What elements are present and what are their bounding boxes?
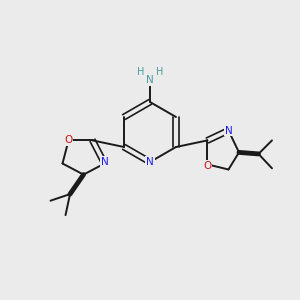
Text: N: N (225, 125, 232, 136)
Text: N: N (146, 75, 154, 85)
Text: N: N (146, 157, 154, 167)
Text: O: O (64, 135, 73, 146)
Text: H: H (156, 67, 163, 77)
Text: O: O (203, 161, 211, 171)
Text: N: N (100, 157, 108, 167)
Text: H: H (137, 67, 144, 77)
